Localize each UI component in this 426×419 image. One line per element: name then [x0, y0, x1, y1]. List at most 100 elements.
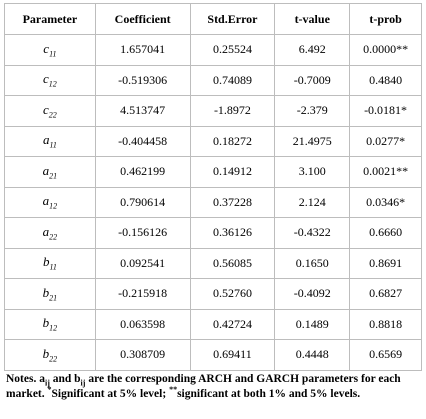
- value-cell: 0.42724: [189, 308, 276, 340]
- header-cell: t-value: [274, 3, 351, 35]
- value-cell: 0.462199: [94, 156, 191, 188]
- value-cell: 0.69411: [189, 339, 276, 371]
- parameter-symbol: c: [43, 71, 49, 87]
- value-cell: -0.156126: [94, 217, 191, 249]
- note-text: ij: [80, 378, 86, 388]
- parameter-symbol: a: [42, 193, 50, 209]
- value-cell: 0.092541: [94, 247, 191, 279]
- parameter-subscript: 22: [49, 232, 58, 242]
- table-row: b11 0.092541 0.56085 0.1650 0.8691: [4, 247, 422, 279]
- value-cell: 0.37228: [189, 186, 276, 218]
- value-cell: 0.1650: [274, 247, 351, 279]
- parameter-symbol: b: [42, 284, 50, 300]
- value-cell: 0.4448: [274, 339, 351, 371]
- value-cell: 0.74089: [189, 64, 276, 96]
- parameter-symbol: c: [43, 40, 50, 56]
- value-cell: -0.7009: [274, 64, 351, 96]
- note-text: are the corresponding ARCH and GARCH par…: [6, 373, 401, 400]
- parameter-subscript: 22: [49, 354, 58, 364]
- header-row: Parameter Coefficient Std.Error t-value t-pr…: [4, 3, 422, 35]
- value-cell: 0.063598: [94, 308, 191, 340]
- note-text: *: [47, 385, 52, 395]
- table-row: a11 -0.404458 0.18272 21.4975 0.0277*: [4, 125, 422, 157]
- parameter-cell: b12: [4, 308, 96, 340]
- value-cell: 21.4975: [274, 125, 351, 157]
- parameter-subscript: 21: [49, 293, 58, 303]
- value-cell: 0.0021**: [349, 156, 422, 188]
- parameter-symbol: b: [42, 345, 50, 361]
- header-cell: Coefficient: [94, 3, 191, 35]
- value-cell: -1.8972: [189, 95, 276, 127]
- note-text: Significant at 5% level;: [51, 388, 170, 400]
- value-cell: 6.492: [274, 34, 351, 66]
- table-row: a12 0.790614 0.37228 2.124 0.0346*: [4, 186, 422, 218]
- table-row: b12 0.063598 0.42724 0.1489 0.8818: [4, 308, 422, 340]
- value-cell: 0.36126: [189, 217, 276, 249]
- header-cell: Std.Error: [189, 3, 276, 35]
- value-cell: 0.0277*: [349, 125, 422, 157]
- value-cell: 2.124: [274, 186, 351, 218]
- note-text: significant at both 1% and 5% levels.: [177, 388, 361, 400]
- table-row: a21 0.462199 0.14912 3.100 0.0021**: [4, 156, 422, 188]
- value-cell: -0.0181*: [349, 95, 422, 127]
- value-cell: 0.6660: [349, 217, 422, 249]
- value-cell: 0.52760: [189, 278, 276, 310]
- table-row: c12 -0.519306 0.74089 -0.7009 0.4840: [4, 64, 422, 96]
- parameter-subscript: 12: [49, 324, 58, 334]
- note-text: Notes. a: [6, 373, 45, 385]
- value-cell: 0.4840: [349, 64, 422, 96]
- header-cell: Parameter: [4, 3, 96, 35]
- value-cell: -2.379: [274, 95, 351, 127]
- note-text: ij: [44, 378, 50, 388]
- parameter-symbol: b: [42, 254, 50, 270]
- parameter-symbol: c: [43, 101, 49, 117]
- parameter-cell: a21: [4, 156, 96, 188]
- parameter-subscript: 22: [48, 110, 57, 120]
- parameter-symbol: b: [42, 315, 50, 331]
- table-row: b22 0.308709 0.69411 0.4448 0.6569: [4, 339, 422, 371]
- value-cell: 0.308709: [94, 339, 191, 371]
- value-cell: -0.4322: [274, 217, 351, 249]
- value-cell: -0.519306: [94, 64, 191, 96]
- value-cell: 0.8818: [349, 308, 422, 340]
- parameter-cell: c11: [4, 34, 96, 66]
- parameter-symbol: a: [42, 132, 50, 148]
- parameter-subscript: 21: [49, 171, 58, 181]
- parameter-cell: b21: [4, 278, 96, 310]
- value-cell: -0.4092: [274, 278, 351, 310]
- parameter-subscript: 12: [48, 80, 57, 90]
- table-row: b21 -0.215918 0.52760 -0.4092 0.6827: [4, 278, 422, 310]
- value-cell: 0.25524: [189, 34, 276, 66]
- notes: Notes. aij and bij are the corresponding…: [6, 372, 420, 402]
- value-cell: 0.8691: [349, 247, 422, 279]
- note-text: **: [169, 385, 178, 395]
- value-cell: 0.6569: [349, 339, 422, 371]
- value-cell: 0.1489: [274, 308, 351, 340]
- parameter-symbol: a: [42, 162, 50, 178]
- value-cell: 0.14912: [189, 156, 276, 188]
- parameter-cell: b11: [4, 247, 96, 279]
- parameter-subscript: 11: [49, 49, 57, 59]
- table-body: c11 1.657041 0.25524 6.492 0.0000** c12 -0.519…: [4, 34, 422, 371]
- parameter-cell: c22: [4, 95, 96, 127]
- parameter-cell: a11: [4, 125, 96, 157]
- table-row: c11 1.657041 0.25524 6.492 0.0000**: [4, 34, 422, 66]
- parameter-subscript: 11: [49, 141, 57, 151]
- value-cell: 0.0346*: [349, 186, 422, 218]
- parameter-subscript: 11: [49, 263, 57, 273]
- results-table: Parameter Coefficient Std.Error t-value t-pr…: [4, 3, 422, 371]
- value-cell: 0.18272: [189, 125, 276, 157]
- value-cell: 0.790614: [94, 186, 191, 218]
- value-cell: 3.100: [274, 156, 351, 188]
- value-cell: 0.0000**: [349, 34, 422, 66]
- value-cell: -0.215918: [94, 278, 191, 310]
- header-cell: t-prob: [349, 3, 422, 35]
- parameter-cell: a22: [4, 217, 96, 249]
- value-cell: 0.56085: [189, 247, 276, 279]
- value-cell: 0.6827: [349, 278, 422, 310]
- value-cell: 4.513747: [94, 95, 191, 127]
- parameter-symbol: a: [42, 223, 50, 239]
- table-row: c22 4.513747 -1.8972 -2.379 -0.0181*: [4, 95, 422, 127]
